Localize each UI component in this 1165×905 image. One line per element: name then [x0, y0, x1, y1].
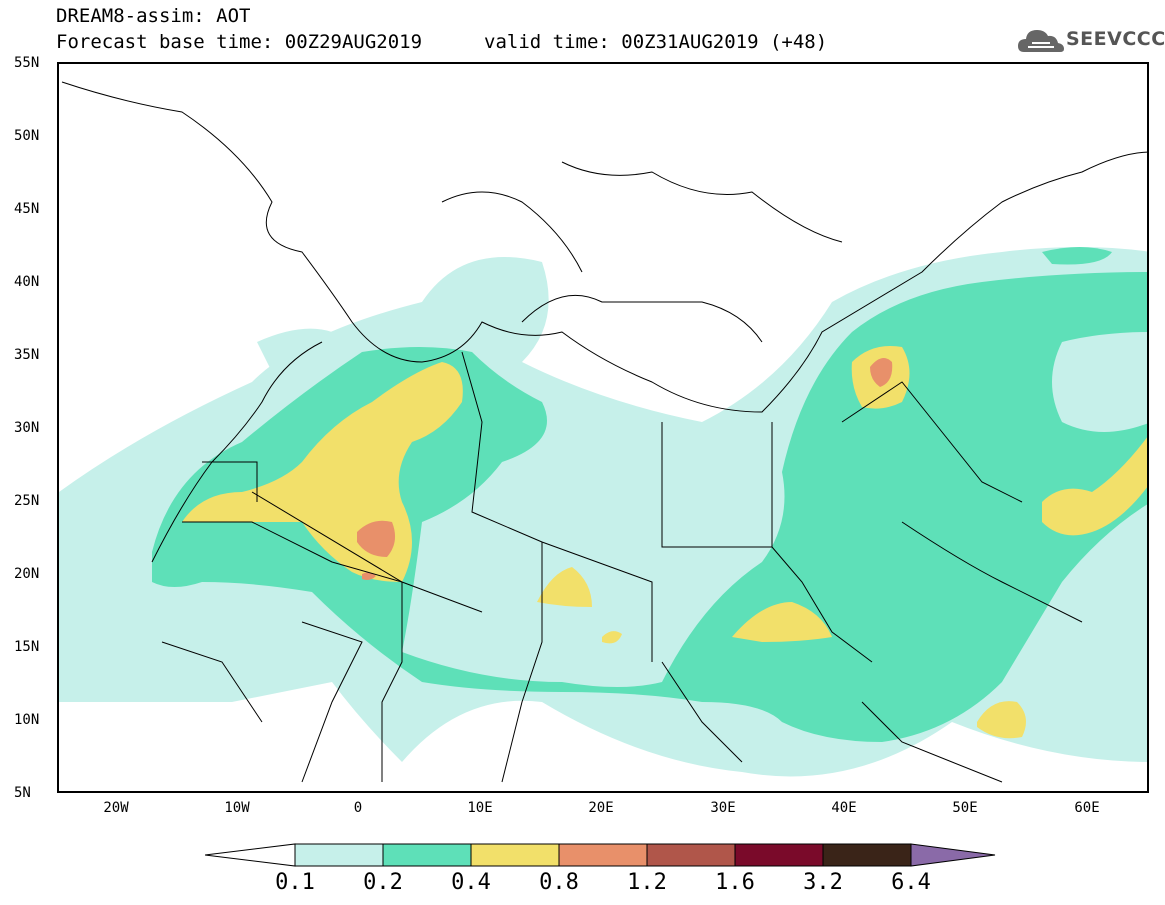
lon-label-20w: 20W: [103, 800, 129, 816]
logo-text: SEEVCCC: [1066, 28, 1165, 50]
colorbar-segment-0.8: [558, 843, 648, 867]
colorbar-label-0.4: 0.4: [451, 870, 491, 895]
lon-label-0: 0: [353, 800, 363, 816]
lat-label-5n: 5N: [14, 785, 31, 801]
country-borders: [61, 81, 1147, 783]
colorbar-segment-1.6: [734, 843, 824, 867]
aot-colorbar: [205, 843, 996, 867]
colorbar-label-3.2: 3.2: [803, 870, 843, 895]
colorbar-segment-3.2: [822, 843, 912, 867]
colorbar-segment-0.1: [294, 843, 384, 867]
colorbar-label-0.1: 0.1: [275, 870, 315, 895]
colorbar-high-arrow: [910, 843, 996, 867]
lat-label-20n: 20N: [14, 566, 40, 582]
valid-time: valid time: 00Z31AUG2019 (+48): [484, 31, 828, 53]
aot-level-0.8: [357, 358, 893, 580]
aot-map: [57, 62, 1149, 793]
colorbar-low-arrow: [205, 843, 296, 867]
lat-label-40n: 40N: [14, 274, 40, 290]
colorbar-segment-1.2: [646, 843, 736, 867]
lat-label-45n: 45N: [14, 201, 40, 217]
lat-label-55n: 55N: [14, 55, 40, 71]
colorbar-segment-0.2: [382, 843, 472, 867]
colorbar-label-0.2: 0.2: [363, 870, 403, 895]
colorbar-segment-0.4: [470, 843, 560, 867]
lon-label-10w: 10W: [224, 800, 250, 816]
lat-label-35n: 35N: [14, 347, 40, 363]
map-title: DREAM8-assim: AOT: [56, 5, 251, 27]
colorbar-label-0.8: 0.8: [539, 870, 579, 895]
colorbar-label-1.6: 1.6: [715, 870, 755, 895]
colorbar-label-1.2: 1.2: [627, 870, 667, 895]
lon-label-30e: 30E: [710, 800, 736, 816]
lat-label-30n: 30N: [14, 420, 40, 436]
cloud-logo-icon: [1018, 30, 1064, 52]
lat-label-25n: 25N: [14, 493, 40, 509]
lon-label-40e: 40E: [831, 800, 857, 816]
lon-label-60e: 60E: [1074, 800, 1100, 816]
lat-label-10n: 10N: [14, 712, 40, 728]
lon-label-10e: 10E: [467, 800, 493, 816]
lon-label-50e: 50E: [952, 800, 978, 816]
lat-label-50n: 50N: [14, 128, 40, 144]
forecast-base-time: Forecast base time: 00Z29AUG2019: [56, 31, 423, 53]
lon-label-20e: 20E: [588, 800, 614, 816]
colorbar-label-6.4: 6.4: [891, 870, 931, 895]
lat-label-15n: 15N: [14, 639, 40, 655]
